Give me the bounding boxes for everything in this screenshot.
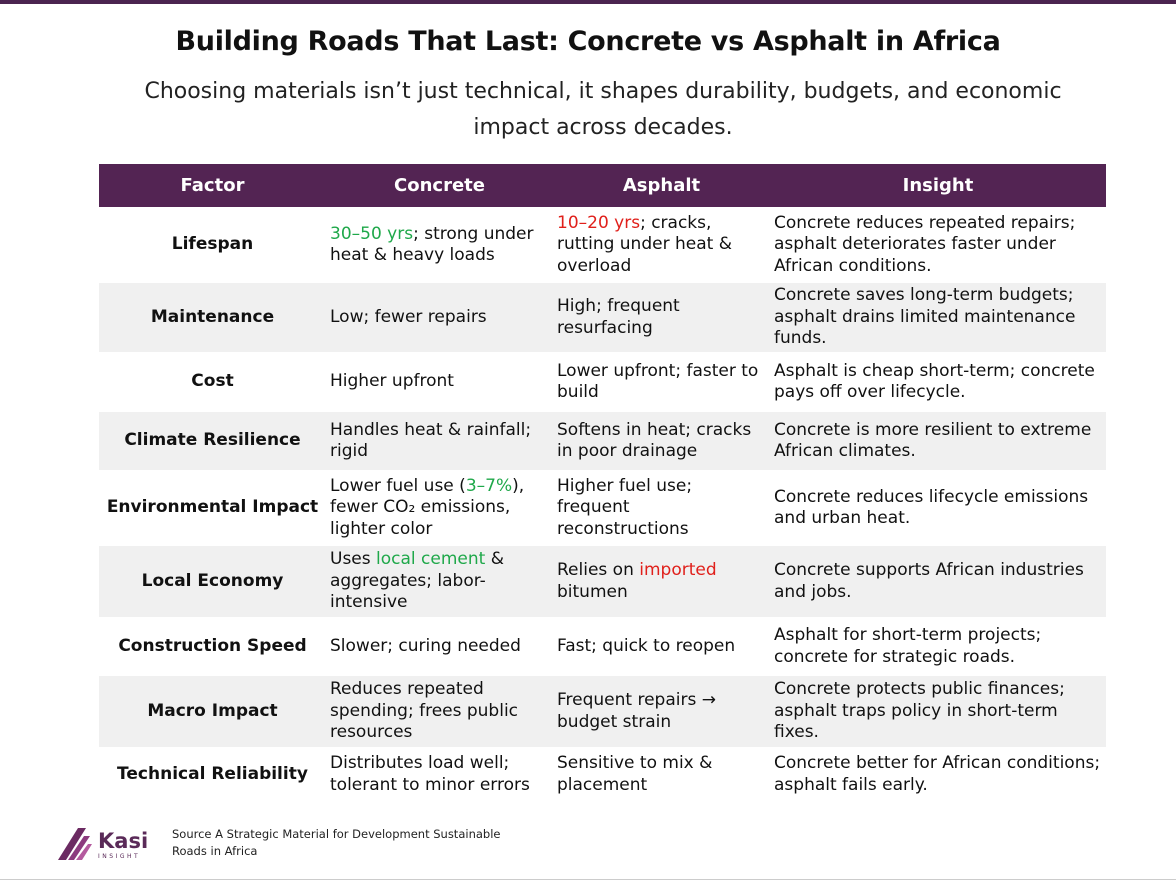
table-row: Maintenance Low; fewer repairs High; frequ… xyxy=(99,283,1106,352)
table-row: Macro Impact Reduces repeated spending; f… xyxy=(99,676,1106,747)
logo-text: Kasi xyxy=(98,829,148,853)
table-cell: Slower; curing needed xyxy=(330,635,521,656)
table-cell: Lower fuel use (3–7%), fewer CO₂ emissio… xyxy=(326,470,553,546)
column-header: Asphalt xyxy=(553,164,770,207)
cell-text: Lower fuel use ( xyxy=(330,475,466,496)
table-cell: Concrete is more resilient to extreme Af… xyxy=(770,412,1106,470)
cell-text: ), fewer CO₂ emissions, lighter color xyxy=(330,475,525,539)
table-cell: Higher upfront xyxy=(330,371,454,392)
highlight-text: imported xyxy=(639,560,717,580)
factor-cell: Technical Reliability xyxy=(117,763,308,784)
logo: Kasi INSIGHT xyxy=(58,828,148,860)
cell-text: bitumen xyxy=(557,581,628,602)
table-cell: Concrete better for African conditions; … xyxy=(774,753,1101,795)
table-cell: Higher fuel use; frequent reconstruction… xyxy=(557,475,693,539)
bottom-line xyxy=(0,879,1176,880)
logo-mark xyxy=(68,836,90,860)
factor-cell: Maintenance xyxy=(99,283,326,352)
column-header: Factor xyxy=(99,164,326,207)
highlight-text: 30–50 yrs xyxy=(330,223,414,244)
highlight-text: 3–7% xyxy=(465,475,513,496)
table-cell: Handles heat & rainfall; rigid xyxy=(326,412,553,470)
factor-cell: Construction Speed xyxy=(118,635,307,656)
table-cell: Distributes load well; tolerant to minor… xyxy=(330,753,530,795)
table-cell: Uses local cement & aggregates; labor-in… xyxy=(326,546,553,617)
logo-mark xyxy=(58,828,86,860)
table-cell: Concrete reduces repeated repairs; aspha… xyxy=(774,212,1076,276)
table-cell: Fast; quick to reopen xyxy=(557,635,736,656)
table-cell: Reduces repeated spending; frees public … xyxy=(326,676,553,747)
logo-subtext: INSIGHT xyxy=(98,853,140,860)
table-cell: Low; fewer repairs xyxy=(326,283,553,352)
table-cell: High; frequent resurfacing xyxy=(553,283,770,352)
cell-text: ; cracks, rutting under heat & overload xyxy=(557,212,732,276)
factor-cell: Cost xyxy=(191,371,234,392)
highlight-text: 10–20 yrs xyxy=(557,212,641,233)
cell-text: & aggregates; labor-intensive xyxy=(330,549,504,613)
title: Building Roads That Last: Concrete vs As… xyxy=(175,26,1001,57)
subtitle: Choosing materials isn’t just technical,… xyxy=(144,79,1062,140)
table-row: Technical Reliability Distributes load we… xyxy=(99,747,1106,802)
column-header: Insight xyxy=(770,164,1106,207)
table-cell: Lower upfront; faster to build xyxy=(557,360,759,403)
factor-cell: Environmental Impact xyxy=(106,497,319,518)
highlight-text: local cement xyxy=(376,549,486,570)
header-row: Factor Concrete Asphalt Insight xyxy=(99,164,1106,207)
source-note: Source A Strategic Material for Developm… xyxy=(172,827,501,858)
table-row: Climate Resilience Handles heat & rainfal… xyxy=(99,412,1106,470)
table-cell: Softens in heat; cracks in poor drainage xyxy=(553,412,770,470)
table-row: Lifespan 30–50 yrs; strong under heat & h… xyxy=(99,207,1106,283)
table-cell: Relies on imported bitumen xyxy=(553,546,770,617)
table-cell: Concrete saves long-term budgets; asphal… xyxy=(770,283,1106,352)
table-cell: Frequent repairs → budget strain xyxy=(553,676,770,747)
table-cell: 30–50 yrs; strong under heat & heavy loa… xyxy=(326,207,553,283)
comparison-table: Factor Concrete Asphalt Insight Lifespan 30–… xyxy=(99,164,1106,802)
table-row: Construction Speed Slower; curing needed F… xyxy=(99,617,1106,676)
table-cell: 10–20 yrs; cracks, rutting under heat & … xyxy=(553,207,770,283)
factor-cell: Macro Impact xyxy=(99,676,326,747)
factor-cell: Lifespan xyxy=(171,234,254,255)
top-bar xyxy=(0,0,1176,4)
table-cell: Asphalt is cheap short-term; concrete pa… xyxy=(774,360,1095,403)
logo-mark xyxy=(76,844,92,860)
column-header: Concrete xyxy=(326,164,553,207)
factor-cell: Climate Resilience xyxy=(99,412,326,470)
table-body: Lifespan 30–50 yrs; strong under heat & h… xyxy=(99,207,1106,802)
table-cell: Concrete protects public finances; aspha… xyxy=(770,676,1106,747)
table-cell: Sensitive to mix & placement xyxy=(557,753,713,795)
table-cell: Concrete reduces lifecycle emissions and… xyxy=(774,486,1089,529)
cell-text: ; strong under heat & heavy loads xyxy=(330,223,534,266)
cell-text: Uses xyxy=(330,549,377,570)
table-cell: Asphalt for short-term projects; concret… xyxy=(774,625,1042,667)
table-row: Cost Higher upfront Lower upfront; faster … xyxy=(99,352,1106,412)
table-cell: Concrete supports African industries and… xyxy=(770,546,1106,617)
factor-cell: Local Economy xyxy=(99,546,326,617)
table-row: Local Economy Uses local cement & aggrega… xyxy=(99,546,1106,617)
table-row: Environmental Impact Lower fuel use (3–7%… xyxy=(99,470,1106,546)
cell-text: Relies on xyxy=(557,560,640,580)
